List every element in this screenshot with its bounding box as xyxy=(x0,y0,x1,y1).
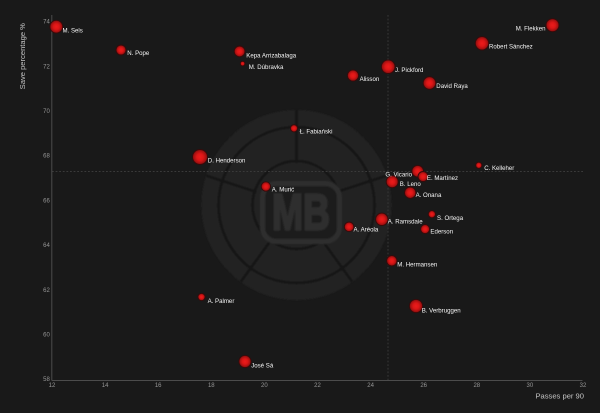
svg-text:B. Verbruggen: B. Verbruggen xyxy=(422,308,461,315)
svg-text:32: 32 xyxy=(580,383,587,389)
svg-text:22: 22 xyxy=(314,383,321,389)
svg-text:64: 64 xyxy=(43,243,50,249)
svg-text:14: 14 xyxy=(102,383,109,389)
svg-text:24: 24 xyxy=(367,383,374,389)
svg-text:Robert Sánchez: Robert Sánchez xyxy=(489,43,533,50)
svg-text:72: 72 xyxy=(43,64,50,70)
svg-text:18: 18 xyxy=(208,383,215,389)
svg-text:16: 16 xyxy=(155,383,162,389)
svg-text:Save percentage %: Save percentage % xyxy=(18,23,27,90)
svg-text:Alisson: Alisson xyxy=(360,76,380,83)
svg-text:A. Murić: A. Murić xyxy=(272,187,294,194)
svg-text:B. Leno: B. Leno xyxy=(400,181,422,188)
svg-text:Kepa Arrizabalaga: Kepa Arrizabalaga xyxy=(246,53,296,60)
svg-text:74: 74 xyxy=(43,20,50,26)
svg-text:58: 58 xyxy=(43,377,50,383)
svg-text:Ederson: Ederson xyxy=(430,228,453,235)
svg-text:A. Ramsdale: A. Ramsdale xyxy=(388,219,423,226)
svg-text:S. Ortega: S. Ortega xyxy=(437,215,464,222)
svg-text:62: 62 xyxy=(43,288,50,294)
svg-text:20: 20 xyxy=(261,383,268,389)
svg-text:MB: MB xyxy=(272,184,330,241)
svg-text:12: 12 xyxy=(49,383,56,389)
svg-text:M. Sels: M. Sels xyxy=(63,28,83,35)
svg-text:30: 30 xyxy=(527,383,534,389)
svg-text:Ł. Fabiański: Ł. Fabiański xyxy=(300,129,333,136)
svg-text:M. Dúbravka: M. Dúbravka xyxy=(249,64,284,71)
svg-text:26: 26 xyxy=(420,383,427,389)
svg-text:C. Kelleher: C. Kelleher xyxy=(484,165,514,172)
svg-text:David Raya: David Raya xyxy=(436,83,468,90)
svg-text:66: 66 xyxy=(43,198,50,204)
svg-text:A. Onana: A. Onana xyxy=(416,192,442,199)
svg-text:G. Vicario: G. Vicario xyxy=(385,171,412,178)
svg-text:28: 28 xyxy=(473,383,480,389)
svg-text:N. Pope: N. Pope xyxy=(127,50,150,57)
svg-text:J. Pickford: J. Pickford xyxy=(395,67,423,74)
svg-text:70: 70 xyxy=(43,109,50,115)
svg-text:D. Henderson: D. Henderson xyxy=(208,158,246,165)
svg-text:José Sá: José Sá xyxy=(251,362,274,369)
svg-text:M. Flekken: M. Flekken xyxy=(516,25,546,32)
svg-text:E. Martínez: E. Martínez xyxy=(427,175,458,182)
svg-text:68: 68 xyxy=(43,154,50,160)
svg-text:A. Aréola: A. Aréola xyxy=(354,227,379,234)
svg-text:A. Palmer: A. Palmer xyxy=(208,298,235,305)
svg-text:Passes per 90: Passes per 90 xyxy=(535,392,584,401)
svg-text:60: 60 xyxy=(43,333,50,339)
svg-text:M. Hermansen: M. Hermansen xyxy=(397,261,437,268)
